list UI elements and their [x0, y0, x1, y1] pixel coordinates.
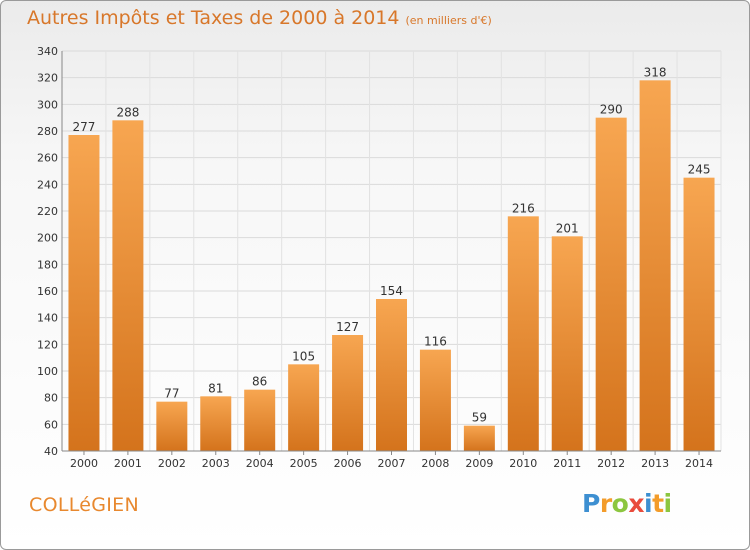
- x-tick-label-2013: 2013: [641, 457, 669, 470]
- bar-2002: [156, 401, 188, 451]
- y-tick-label: 200: [37, 232, 58, 245]
- data-label-2002: 77: [164, 387, 179, 401]
- data-label-2000: 277: [73, 120, 96, 134]
- y-tick-label: 220: [37, 205, 58, 218]
- x-tick-label-2008: 2008: [421, 457, 449, 470]
- proxiti-logo: Proxiti: [582, 489, 672, 518]
- x-tick-label-2014: 2014: [685, 457, 713, 470]
- y-tick-label: 60: [44, 418, 58, 431]
- bar-2012: [595, 117, 627, 452]
- logo-letter: i: [663, 489, 673, 518]
- x-tick-label-2007: 2007: [378, 457, 406, 470]
- y-tick-label: 100: [37, 365, 58, 378]
- chart-title: Autres Impôts et Taxes de 2000 à 2014: [27, 7, 400, 29]
- x-tick-label-2001: 2001: [114, 457, 142, 470]
- y-tick-label: 140: [37, 312, 58, 325]
- y-tick-label: 320: [37, 72, 58, 85]
- bar-2008: [419, 349, 451, 451]
- data-label-2013: 318: [644, 65, 667, 79]
- data-label-2008: 116: [424, 335, 447, 349]
- x-tick-label-2005: 2005: [290, 457, 318, 470]
- data-label-2003: 81: [208, 381, 223, 395]
- x-tick-label-2000: 2000: [70, 457, 98, 470]
- logo-letter: o: [611, 489, 629, 518]
- bar-2010: [507, 216, 539, 451]
- y-tick-label: 160: [37, 285, 58, 298]
- logo-letter: t: [652, 489, 664, 518]
- x-tick-label-2010: 2010: [509, 457, 537, 470]
- bar-2011: [551, 236, 583, 451]
- y-tick-label: 340: [37, 45, 58, 58]
- data-label-2010: 216: [512, 201, 535, 215]
- y-tick-label: 180: [37, 258, 58, 271]
- y-tick-label: 240: [37, 178, 58, 191]
- y-tick-label: 120: [37, 338, 58, 351]
- logo-letter: x: [628, 489, 644, 518]
- bar-2001: [112, 120, 144, 451]
- x-tick-label-2012: 2012: [597, 457, 625, 470]
- logo-letter: r: [599, 489, 612, 518]
- logo-letter: P: [582, 489, 600, 518]
- bar-2007: [376, 299, 407, 451]
- y-tick-label: 40: [44, 445, 58, 458]
- data-label-2012: 290: [600, 103, 623, 117]
- bar-2003: [200, 396, 232, 451]
- x-tick-label-2002: 2002: [158, 457, 186, 470]
- x-tick-label-2009: 2009: [465, 457, 493, 470]
- y-tick-label: 300: [37, 98, 58, 111]
- data-label-2005: 105: [292, 349, 315, 363]
- data-label-2009: 59: [472, 411, 487, 425]
- bar-2000: [68, 135, 100, 451]
- x-tick-label-2006: 2006: [334, 457, 362, 470]
- bar-2005: [288, 364, 320, 451]
- data-label-2001: 288: [116, 105, 139, 119]
- data-label-2004: 86: [252, 375, 267, 389]
- chart-subtitle: (en milliers d'€): [405, 14, 492, 27]
- data-label-2011: 201: [556, 221, 579, 235]
- x-tick-label-2011: 2011: [553, 457, 581, 470]
- bar-2006: [332, 335, 364, 451]
- bar-2013: [639, 80, 671, 451]
- x-tick-label-2003: 2003: [202, 457, 230, 470]
- x-tick-label-2004: 2004: [246, 457, 274, 470]
- chart-header: Autres Impôts et Taxes de 2000 à 2014 (en…: [27, 7, 492, 29]
- y-tick-label: 80: [44, 392, 58, 405]
- logo-letter: i: [644, 489, 653, 518]
- commune-name: COLLéGIEN: [29, 494, 139, 516]
- y-tick-label: 260: [37, 152, 58, 165]
- data-label-2006: 127: [336, 320, 359, 334]
- bar-2004: [244, 389, 276, 451]
- bar-2014: [683, 177, 715, 451]
- data-label-2014: 245: [688, 163, 711, 177]
- y-tick-label: 280: [37, 125, 58, 138]
- data-label-2007: 154: [380, 284, 403, 298]
- bar-2009: [463, 425, 495, 451]
